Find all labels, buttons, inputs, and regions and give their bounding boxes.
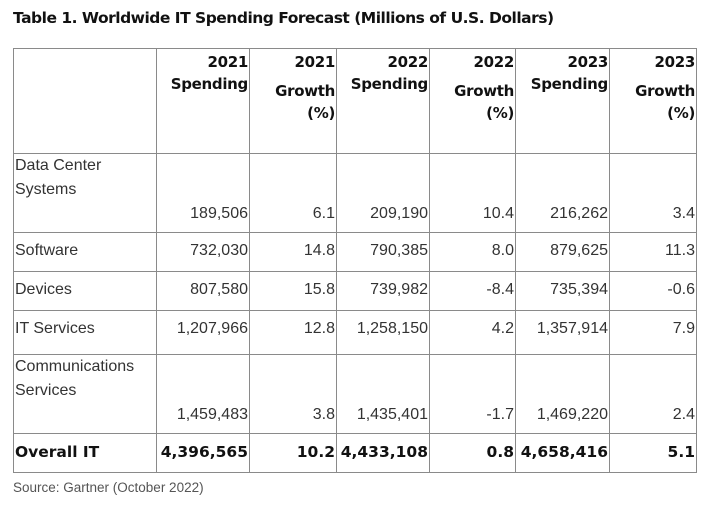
- value-cell: 3.4: [609, 153, 697, 233]
- value-cell: 10.2: [249, 433, 337, 473]
- header-label: Growth: [275, 82, 335, 100]
- segment-label: Software: [13, 232, 157, 272]
- segment-label: IT Services: [13, 310, 157, 355]
- value-cell: 4,433,108: [336, 433, 430, 473]
- header-2022-spending: 2022 Spending: [336, 48, 430, 154]
- header-2023-spending: 2023 Spending: [515, 48, 610, 154]
- segment-label: Communications Services: [13, 354, 157, 434]
- header-2021-growth: 2021 Growth (%): [249, 48, 337, 154]
- header-unit: (%): [667, 104, 695, 122]
- value-cell: 11.3: [609, 232, 697, 272]
- value-cell: -8.4: [429, 271, 516, 311]
- value-cell: 739,982: [336, 271, 430, 311]
- table-title: Table 1. Worldwide IT Spending Forecast …: [13, 9, 554, 27]
- value-cell: 15.8: [249, 271, 337, 311]
- value-cell: 8.0: [429, 232, 516, 272]
- value-cell: 14.8: [249, 232, 337, 272]
- value-cell: 0.8: [429, 433, 516, 473]
- value-cell: 1,459,483: [156, 354, 250, 434]
- it-spending-table: 2021 Spending 2021 Growth (%) 2022 Spend…: [13, 48, 697, 473]
- header-label: Spending: [170, 75, 249, 93]
- value-cell: 1,207,966: [156, 310, 250, 355]
- value-cell: 735,394: [515, 271, 610, 311]
- header-year: 2021: [294, 53, 335, 71]
- header-label: Growth: [454, 82, 514, 100]
- value-cell: 10.4: [429, 153, 516, 233]
- value-cell: 189,506: [156, 153, 250, 233]
- header-year: 2021: [207, 53, 248, 71]
- header-label: Growth: [635, 82, 695, 100]
- table-row: Software 732,030 14.8 790,385 8.0 879,62…: [13, 232, 697, 272]
- segment-label: Data Center Systems: [13, 153, 157, 233]
- value-cell: -1.7: [429, 354, 516, 434]
- value-cell: 4,396,565: [156, 433, 250, 473]
- value-cell: 879,625: [515, 232, 610, 272]
- table-row: Devices 807,580 15.8 739,982 -8.4 735,39…: [13, 271, 697, 311]
- table-row: Data Center Systems 189,506 6.1 209,190 …: [13, 153, 697, 233]
- header-2023-growth: 2023 Growth (%): [609, 48, 697, 154]
- source-note: Source: Gartner (October 2022): [13, 480, 204, 495]
- table-row: Communications Services 1,459,483 3.8 1,…: [13, 354, 697, 434]
- header-segment: [13, 48, 157, 154]
- value-cell: 4.2: [429, 310, 516, 355]
- header-unit: (%): [486, 104, 514, 122]
- value-cell: 1,357,914: [515, 310, 610, 355]
- value-cell: 1,469,220: [515, 354, 610, 434]
- header-row: 2021 Spending 2021 Growth (%) 2022 Spend…: [13, 48, 697, 154]
- value-cell: 790,385: [336, 232, 430, 272]
- value-cell: -0.6: [609, 271, 697, 311]
- value-cell: 2.4: [609, 354, 697, 434]
- value-cell: 732,030: [156, 232, 250, 272]
- value-cell: 216,262: [515, 153, 610, 233]
- header-year: 2023: [567, 53, 608, 71]
- value-cell: 807,580: [156, 271, 250, 311]
- value-cell: 1,258,150: [336, 310, 430, 355]
- value-cell: 5.1: [609, 433, 697, 473]
- header-2021-spending: 2021 Spending: [156, 48, 250, 154]
- header-unit: (%): [307, 104, 335, 122]
- segment-label: Overall IT: [13, 433, 157, 473]
- value-cell: 12.8: [249, 310, 337, 355]
- table-row: IT Services 1,207,966 12.8 1,258,150 4.2…: [13, 310, 697, 355]
- value-cell: 1,435,401: [336, 354, 430, 434]
- value-cell: 7.9: [609, 310, 697, 355]
- header-label: Spending: [530, 75, 609, 93]
- header-year: 2022: [473, 53, 514, 71]
- value-cell: 209,190: [336, 153, 430, 233]
- header-label: Spending: [350, 75, 429, 93]
- header-year: 2023: [654, 53, 695, 71]
- value-cell: 4,658,416: [515, 433, 610, 473]
- value-cell: 3.8: [249, 354, 337, 434]
- table-row-total: Overall IT 4,396,565 10.2 4,433,108 0.8 …: [13, 433, 697, 473]
- value-cell: 6.1: [249, 153, 337, 233]
- segment-label: Devices: [13, 271, 157, 311]
- header-year: 2022: [387, 53, 428, 71]
- header-2022-growth: 2022 Growth (%): [429, 48, 516, 154]
